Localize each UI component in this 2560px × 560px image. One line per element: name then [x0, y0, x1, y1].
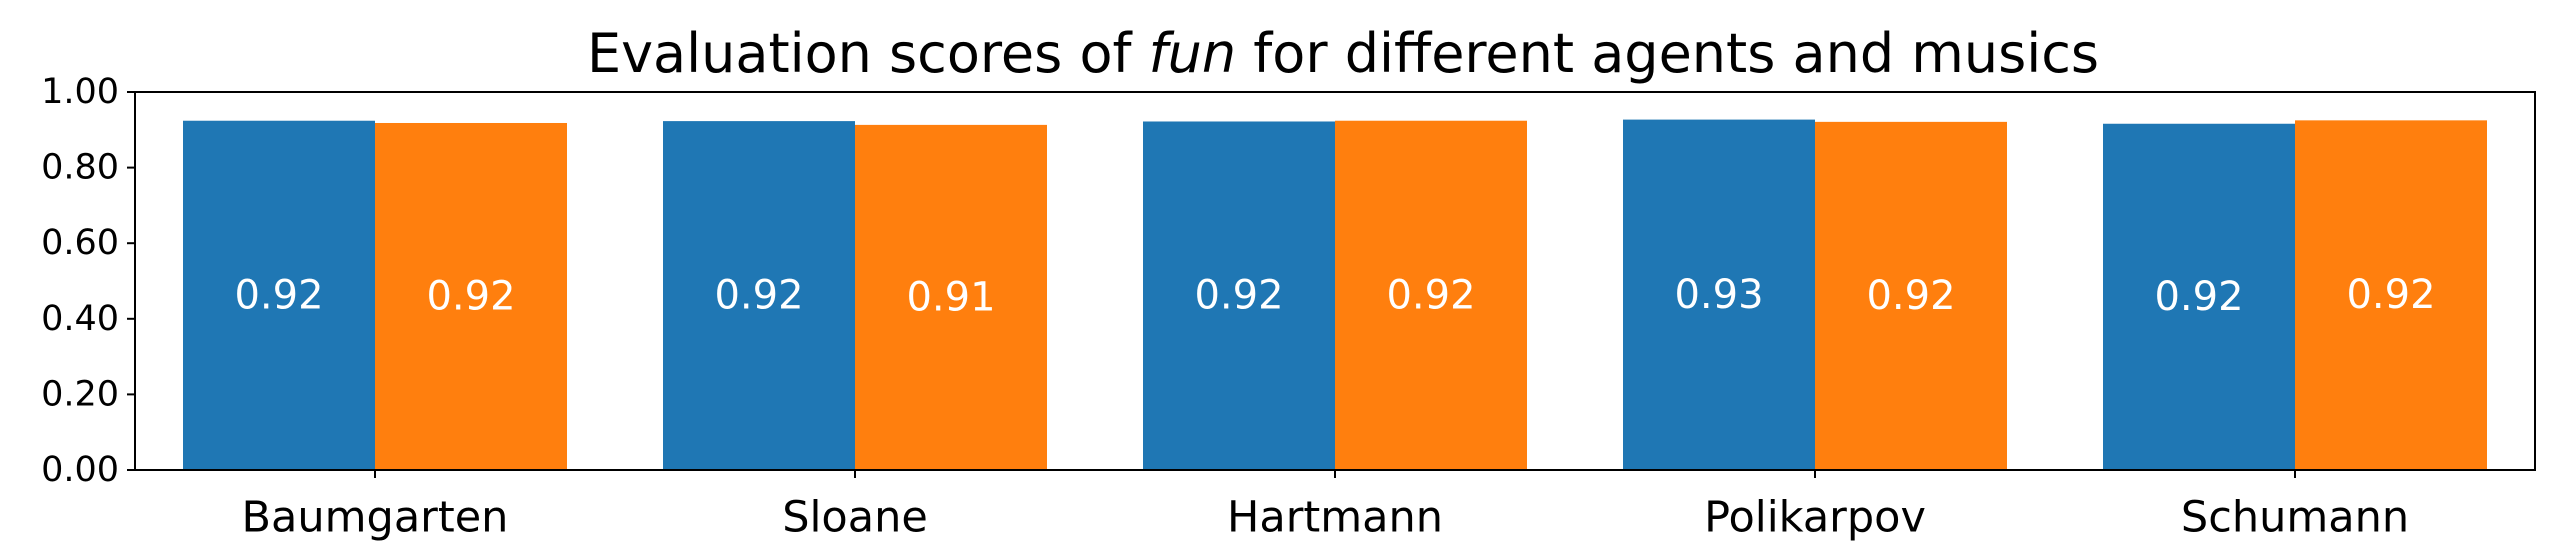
bar-value-label: 0.92 — [1194, 273, 1283, 319]
bar-series-2-hartmann — [1335, 120, 1527, 470]
bar-series-2-schumann — [2295, 120, 2487, 470]
x-tick-label: Hartmann — [1227, 493, 1443, 543]
bar-value-label: 0.92 — [2346, 272, 2435, 318]
chart-title-suffix: for different agents and musics — [1236, 22, 2099, 85]
y-tick-label: 0.40 — [41, 299, 119, 339]
y-tick-label: 0.20 — [41, 374, 119, 414]
bar-series-1-polikarpov — [1623, 119, 1815, 471]
bar-value-label: 0.92 — [234, 272, 323, 318]
bars-layer — [183, 119, 2487, 471]
x-tick-label: Polikarpov — [1704, 493, 1926, 543]
y-tick-label: 1.00 — [41, 72, 119, 112]
bar-value-label: 0.91 — [906, 274, 995, 320]
bar-series-1-baumgarten — [183, 120, 375, 470]
y-axis: 0.00 0.20 0.40 0.60 0.80 1.00 — [41, 72, 135, 490]
bar-value-label: 0.92 — [1866, 273, 1955, 319]
chart-title: Evaluation scores of fun for different a… — [587, 22, 2099, 85]
chart-title-prefix: Evaluation scores of — [587, 22, 1149, 85]
bar-series-2-baumgarten — [375, 122, 567, 470]
bar-series-1-hartmann — [1143, 121, 1335, 470]
bar-series-1-sloane — [663, 121, 855, 470]
x-tick-label: Schumann — [2181, 493, 2409, 543]
bar-value-label: 0.92 — [2154, 274, 2243, 320]
bar-value-label: 0.92 — [1386, 272, 1475, 318]
x-tick-label: Sloane — [782, 493, 928, 543]
bar-series-2-polikarpov — [1815, 121, 2007, 470]
bar-series-2-sloane — [855, 124, 1047, 471]
x-tick-label: Baumgarten — [242, 493, 509, 543]
bar-series-1-schumann — [2103, 123, 2295, 470]
y-tick-label: 0.00 — [41, 450, 119, 490]
plot-frame — [134, 91, 2536, 471]
bar-labels-layer: 0.92 0.92 0.92 0.91 0.92 0.92 0.93 0.92 0.92 0.92 — [234, 272, 2435, 321]
bar-value-label: 0.92 — [714, 273, 803, 319]
chart-title-emphasis: fun — [1149, 22, 1236, 85]
bar-value-label: 0.93 — [1674, 272, 1763, 318]
bar-value-label: 0.92 — [426, 273, 515, 319]
x-axis: Baumgarten Sloane Hartmann Polikarpov Schuma… — [242, 470, 2409, 543]
y-tick-label: 0.80 — [41, 148, 119, 188]
y-tick-label: 0.60 — [41, 223, 119, 263]
